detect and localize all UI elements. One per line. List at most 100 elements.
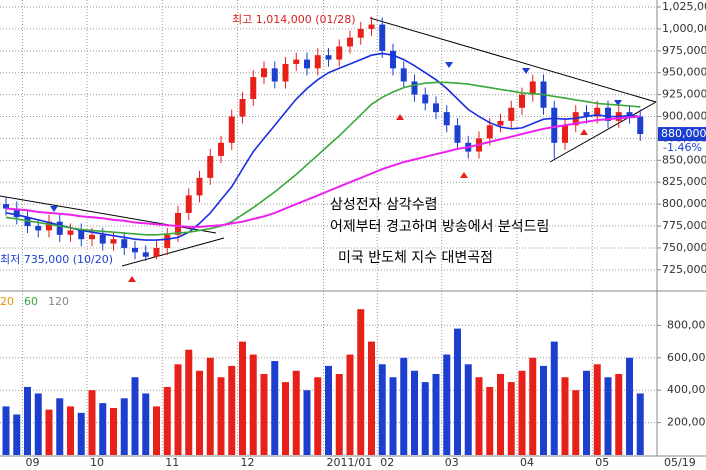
candle-body xyxy=(78,230,85,240)
volume-bar xyxy=(561,377,569,455)
volume-bar xyxy=(153,406,160,455)
candle-body xyxy=(583,112,590,117)
y-tick-label: 975,000 xyxy=(662,44,706,57)
volume-bar xyxy=(572,390,580,455)
volume-bar xyxy=(303,390,311,455)
volume-bar xyxy=(88,390,96,455)
volume-bar xyxy=(45,409,53,455)
volume-bar xyxy=(2,406,10,455)
y-tick-label: 800,000 xyxy=(667,318,706,331)
volume-bar xyxy=(346,354,354,455)
candle-body xyxy=(594,107,601,117)
volume-bar xyxy=(497,374,504,455)
volume-bar xyxy=(131,377,139,455)
candle-body xyxy=(314,55,321,69)
candle-body xyxy=(411,81,418,95)
y-tick-label: 1,000,000 xyxy=(662,22,706,35)
volume-bar xyxy=(56,398,64,455)
candle-body xyxy=(24,217,31,227)
y-tick-label: 800,000 xyxy=(662,197,706,210)
legend-label: 20 xyxy=(0,295,14,308)
volume-bar xyxy=(335,374,343,455)
x-tick-label: 09 xyxy=(26,456,40,469)
note: 삼성전자 삼각수렴 xyxy=(330,197,438,213)
volume-bar xyxy=(540,365,547,455)
candle-body xyxy=(132,247,138,253)
volume-bar xyxy=(518,370,526,455)
volume-bar xyxy=(475,377,483,455)
x-tick-label: 2011/01 xyxy=(327,456,373,469)
trend-line xyxy=(549,101,657,163)
volume-bar xyxy=(550,341,558,455)
candle-body xyxy=(379,24,386,51)
candle-body xyxy=(529,81,536,95)
candle-body xyxy=(153,247,160,257)
volume-bar xyxy=(615,374,623,455)
candle-body xyxy=(637,116,644,135)
candle-body xyxy=(239,99,246,117)
candle-body xyxy=(3,204,9,209)
candle-body xyxy=(142,252,149,257)
low-annotation: 최저 735,000 (10/20) xyxy=(0,253,113,266)
volume-bar xyxy=(368,341,375,455)
volume-bar xyxy=(604,377,612,455)
candle-body xyxy=(325,55,332,60)
candle-body xyxy=(368,24,375,29)
last-price-box xyxy=(658,127,706,142)
volume-bar xyxy=(314,377,322,455)
x-tick-label: 10 xyxy=(90,456,104,469)
change-label: -1.46% xyxy=(663,141,702,154)
volume-bar xyxy=(454,328,461,455)
candle-body xyxy=(164,234,171,248)
x-tick-label: 11 xyxy=(165,456,179,469)
x-tick-label: 12 xyxy=(241,456,255,469)
last-date: 05/19 xyxy=(664,456,696,469)
volume-bar xyxy=(432,374,440,455)
volume-bar xyxy=(325,365,332,455)
candle-body xyxy=(486,125,493,139)
moving-average xyxy=(5,115,641,228)
candle-body xyxy=(400,68,407,82)
volume-bar xyxy=(196,370,203,455)
candle-body xyxy=(433,103,439,113)
volume-bar xyxy=(411,370,418,455)
y-tick-label: 950,000 xyxy=(662,66,706,79)
volume-bar xyxy=(282,382,289,455)
volume-bar xyxy=(583,370,590,455)
y-tick-label: 850,000 xyxy=(662,153,706,166)
trend-line xyxy=(369,17,657,103)
candle-body xyxy=(347,37,353,47)
volume-bar xyxy=(400,357,408,455)
volume-bar xyxy=(486,386,494,455)
volume-bar xyxy=(443,354,451,455)
volume-bar xyxy=(163,386,171,455)
volume-bar xyxy=(357,309,365,455)
volume-bar xyxy=(389,377,397,455)
volume-bar xyxy=(206,357,214,455)
candle-body xyxy=(443,112,450,126)
candle-body xyxy=(89,234,95,240)
y-tick-label: 925,000 xyxy=(662,88,706,101)
y-tick-label: 1,025,000 xyxy=(662,0,706,13)
candle-body xyxy=(304,59,310,69)
candle-body xyxy=(605,107,611,121)
x-tick-label: 04 xyxy=(520,456,534,469)
y-tick-label: 725,000 xyxy=(662,263,706,276)
candle-body xyxy=(110,239,117,244)
trend-line xyxy=(121,237,225,267)
candle-body xyxy=(282,63,289,82)
volume-bar xyxy=(239,341,246,455)
volume-bar xyxy=(378,364,386,455)
candle-body xyxy=(121,239,128,248)
candle-body xyxy=(228,116,235,143)
candle-body xyxy=(175,212,181,235)
x-tick-label: 02 xyxy=(380,456,394,469)
volume-bars xyxy=(2,309,644,455)
y-tick-label: 200,000 xyxy=(667,416,706,429)
candle-body xyxy=(390,50,396,69)
y-tick-label: 600,000 xyxy=(667,351,706,364)
candle-body xyxy=(562,125,568,143)
candle-body xyxy=(261,68,267,78)
candle-body xyxy=(35,226,42,231)
